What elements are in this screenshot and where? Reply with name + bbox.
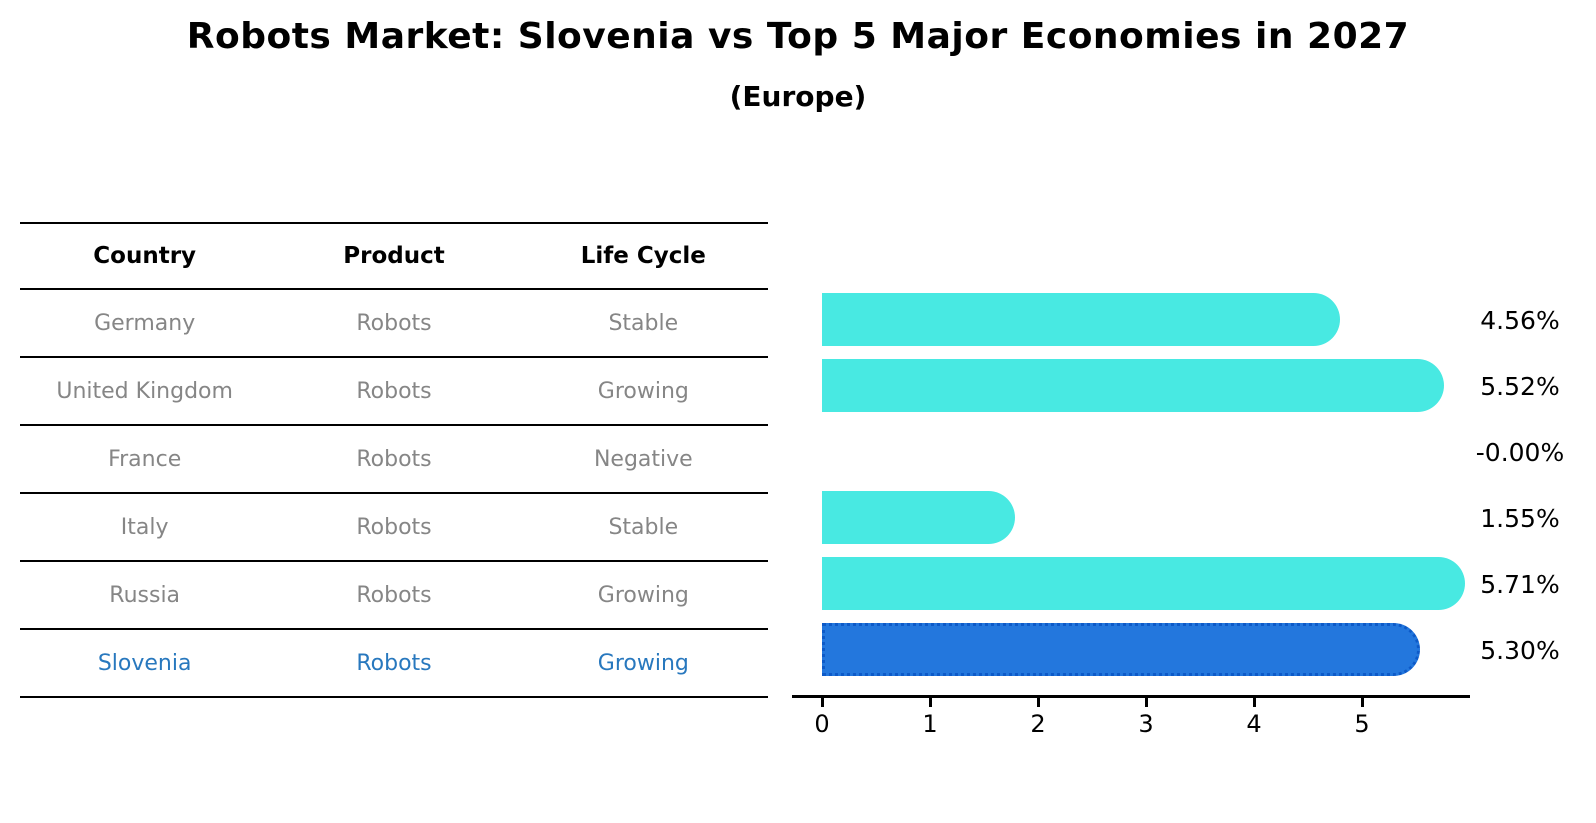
table-row-united-kingdom: United Kingdom Robots Growing (20, 358, 768, 426)
bar-row-slovenia (822, 617, 1470, 683)
country-cell: France (108, 446, 182, 472)
bar-italy (822, 491, 1016, 544)
bar-row-germany (822, 287, 1470, 353)
lifecycle-cell: Negative (593, 446, 693, 472)
x-axis-ticks: 0 1 2 3 4 5 (792, 698, 1470, 748)
tick-mark (1145, 698, 1148, 707)
table-header-row: Country Product Life Cycle (20, 222, 768, 290)
product-cell: Robots (356, 514, 432, 540)
chart-subtitle: (Europe) (729, 80, 867, 113)
lifecycle-cell: Stable (608, 310, 679, 336)
value-label-slovenia: 5.30% (1480, 635, 1560, 665)
country-table: Country Product Life Cycle Germany Robot… (20, 222, 768, 698)
product-cell: Robots (356, 378, 432, 404)
bar-row-france (822, 419, 1470, 485)
value-labels: 4.56% 5.52% -0.00% 1.55% 5.71% 5.30% (1448, 287, 1592, 683)
tick-label: 5 (1354, 710, 1370, 738)
tick-mark (1253, 698, 1256, 707)
table-row-italy: Italy Robots Stable (20, 494, 768, 562)
lifecycle-cell: Stable (608, 514, 679, 540)
tick-mark (929, 698, 932, 707)
product-cell: Robots (356, 650, 432, 676)
col-header-product: Product (343, 243, 445, 269)
bar-russia (822, 557, 1465, 610)
country-cell: Slovenia (97, 650, 192, 676)
product-cell: Robots (356, 582, 432, 608)
product-cell: Robots (356, 446, 432, 472)
bar-row-united-kingdom (822, 353, 1470, 419)
lifecycle-cell: Growing (597, 582, 689, 608)
tick-mark (821, 698, 824, 707)
col-header-lifecycle: Life Cycle (580, 243, 706, 269)
value-label-united-kingdom: 5.52% (1480, 371, 1560, 401)
value-label-germany: 4.56% (1480, 305, 1560, 335)
table-row-russia: Russia Robots Growing (20, 562, 768, 630)
country-cell: Italy (120, 514, 169, 540)
bar-germany (822, 293, 1341, 346)
bar-row-russia (822, 551, 1470, 617)
bar-slovenia (822, 623, 1421, 676)
tick-label: 3 (1138, 710, 1154, 738)
bar-row-italy (822, 485, 1470, 551)
table-row-france: France Robots Negative (20, 426, 768, 494)
value-label-france: -0.00% (1475, 437, 1565, 467)
value-label-italy: 1.55% (1480, 503, 1560, 533)
product-cell: Robots (356, 310, 432, 336)
tick-label: 4 (1246, 710, 1262, 738)
value-label-russia: 5.71% (1480, 569, 1560, 599)
country-cell: Germany (94, 310, 196, 336)
country-cell: Russia (109, 582, 181, 608)
table-row-germany: Germany Robots Stable (20, 290, 768, 358)
tick-mark (1037, 698, 1040, 707)
lifecycle-cell: Growing (597, 650, 689, 676)
tick-label: 0 (814, 710, 830, 738)
lifecycle-cell: Growing (597, 378, 689, 404)
tick-label: 2 (1030, 710, 1046, 738)
country-cell: United Kingdom (56, 378, 233, 404)
bar-chart (822, 287, 1470, 683)
tick-mark (1361, 698, 1364, 707)
bar-united-kingdom (822, 359, 1445, 412)
x-axis-line (792, 695, 1470, 698)
table-row-slovenia: Slovenia Robots Growing (20, 630, 768, 698)
tick-label: 1 (922, 710, 938, 738)
col-header-country: Country (93, 243, 197, 269)
chart-title: Robots Market: Slovenia vs Top 5 Major E… (186, 16, 1410, 57)
